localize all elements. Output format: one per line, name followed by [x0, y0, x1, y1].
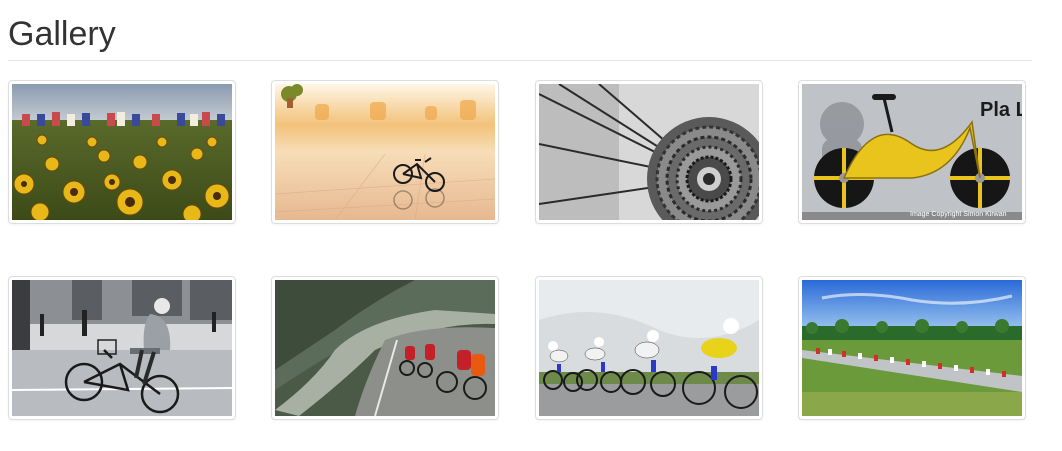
gallery-thumbnail-5[interactable] — [8, 276, 236, 420]
thumbnail-image-peloton-sunflowers — [12, 84, 232, 220]
thumbnail-image-miniature-bicycle — [275, 84, 495, 220]
gallery-thumbnail-3[interactable] — [535, 80, 763, 224]
thumbnail-image-bike-cassette-closeup — [539, 84, 759, 220]
title-divider — [8, 60, 1032, 61]
thumbnail-image-peloton-countryside — [802, 280, 1022, 416]
gallery-thumbnail-4[interactable]: Pla Li Image Copyright Simon Kirwan — [798, 80, 1026, 224]
gallery-thumbnail-8[interactable] — [798, 276, 1026, 420]
gallery-thumbnail-1[interactable] — [8, 80, 236, 224]
thumbnail-image-elderly-cyclist-street — [12, 280, 232, 416]
gallery-thumbnail-7[interactable] — [535, 276, 763, 420]
thumbnail-image-mountain-road-race — [275, 280, 495, 416]
page-title: Gallery — [8, 15, 116, 53]
gallery-thumbnail-6[interactable] — [271, 276, 499, 420]
photo-watermark: Image Copyright Simon Kirwan — [910, 211, 1007, 218]
thumbnail-image-time-trial-team — [539, 280, 759, 416]
gallery-thumbnail-2[interactable] — [271, 80, 499, 224]
poster-text: Pla Li — [980, 99, 1022, 121]
thumbnail-image-yellow-track-bike: Pla Li Image Copyright Simon Kirwan — [802, 84, 1022, 220]
